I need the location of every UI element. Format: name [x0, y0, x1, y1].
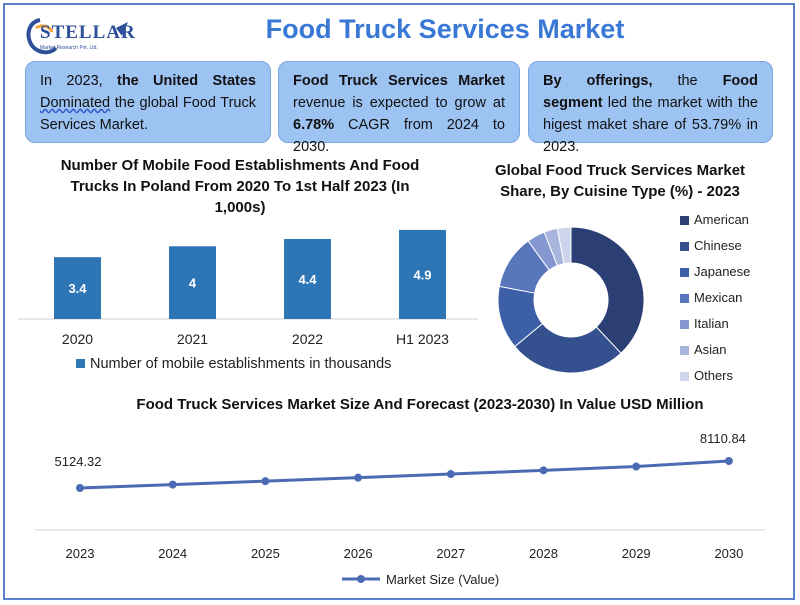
box2-mid: revenue is expected to grow at: [293, 95, 505, 111]
donut-slice: [514, 322, 622, 374]
bar-data-label: 4: [189, 276, 197, 291]
bar-data-label: 3.4: [68, 281, 87, 296]
box2-bold2: 6.78%: [293, 117, 335, 133]
line-chart: 2023 2024 2025 2026 2027 2028 2029 2030 5124.32 8…: [35, 431, 765, 587]
line-x-label: 2026: [344, 546, 373, 561]
info-box-us-dominance: In 2023, the United States Dominated the…: [25, 61, 271, 143]
line-point: [724, 457, 733, 465]
pie-legend-item: Italian: [680, 316, 729, 331]
logo-text: STELLAR: [40, 22, 136, 43]
pie-chart-title: Global Food Truck Services Market Share,…: [494, 162, 746, 200]
info-box-cagr: Food Truck Services Market revenue is ex…: [278, 61, 520, 155]
line-point: [76, 484, 84, 492]
pie-legend-swatch: [680, 216, 689, 226]
bar: [284, 239, 331, 319]
pie-legend-label: Chinese: [694, 238, 742, 253]
infographic-frame: [3, 3, 795, 600]
pie-legend-swatch: [680, 294, 689, 304]
line-x-label: 2029: [622, 546, 651, 561]
pie-legend-label: Others: [694, 368, 734, 383]
line-x-label: 2030: [714, 546, 743, 561]
pie-legend-swatch: [680, 346, 689, 356]
line-x-label: 2028: [529, 546, 558, 561]
pie-legend-label: Italian: [694, 316, 729, 331]
line-data-label-first: 5124.32: [55, 454, 102, 469]
pie-legend-label: American: [694, 212, 749, 227]
logo-mark-icon: [26, 18, 128, 55]
pie-legend-label: Mexican: [694, 290, 743, 305]
bar-chart: 3.4 2020 4 2021 4.4 2022 4.9 H1 2023 Number of m…: [18, 229, 478, 372]
pie-legend-swatch: [680, 242, 689, 252]
box3-bold1: By offerings,: [543, 73, 653, 89]
line-point: [632, 462, 641, 471]
bar-category-label: H1 2023: [396, 331, 449, 347]
line-x-label: 2027: [436, 546, 465, 561]
line-point: [168, 480, 177, 489]
line-point: [446, 470, 455, 479]
box1-wavy: Dominated: [40, 95, 111, 111]
bar-legend-label: Number of mobile establishments in thous…: [90, 356, 391, 372]
bar-category-label: 2020: [62, 331, 93, 347]
box1-bold: the United States: [117, 73, 256, 89]
info-box-offerings: By offerings, the Food segment led the m…: [528, 61, 773, 155]
line-point: [354, 473, 363, 482]
series-line: [79, 459, 729, 490]
box3-post: led the market with the higest maket sha…: [543, 95, 758, 155]
bar-data-label: 4.4: [298, 272, 317, 287]
line-point: [539, 466, 548, 475]
line-x-label: 2024: [158, 546, 187, 561]
bar-data-label: 4.9: [413, 267, 431, 282]
box1-text: In 2023,: [40, 73, 117, 89]
pie-legend-label: Asian: [694, 342, 727, 357]
pie-legend-swatch: [680, 372, 689, 382]
bar: [399, 229, 446, 319]
pie-legend-item: Others: [680, 368, 733, 383]
line-point: [261, 477, 270, 486]
line-x-label: 2023: [66, 546, 95, 561]
box1-post: the global Food Truck Services Market.: [40, 95, 256, 133]
bar-legend-swatch: [76, 359, 85, 368]
donut-slice: [556, 226, 572, 265]
line-legend-marker: [357, 575, 365, 583]
pie-legend-item: Mexican: [680, 290, 742, 305]
pie-legend-swatch: [680, 268, 689, 278]
box2-bold1: Food Truck Services Market: [293, 73, 505, 89]
pie-legend-label: Japanese: [694, 264, 751, 279]
bar-chart-title: Number Of Mobile Food Establishments And…: [60, 157, 420, 216]
pie-legend-item: American: [680, 212, 749, 227]
bar: [169, 246, 216, 319]
logo-subtext: Market Research Pvt. Ltd.: [40, 45, 98, 51]
bar: [54, 257, 101, 319]
line-chart-title: Food Truck Services Market Size And Fore…: [136, 396, 704, 413]
line-legend-label: Market Size (Value): [386, 572, 499, 587]
line-x-label: 2025: [251, 546, 280, 561]
pie-legend-item: Chinese: [680, 238, 742, 253]
donut-slice: [570, 226, 645, 354]
box2-post: CAGR from 2024 to 2030.: [293, 117, 505, 155]
bar-category-label: 2022: [292, 331, 323, 347]
pie-legend-item: Asian: [680, 342, 727, 357]
pie-legend-item: Japanese: [680, 264, 750, 279]
pie-legend-swatch: [680, 320, 689, 330]
box3-bold2: Food segment: [543, 73, 758, 111]
box3-mid: the: [652, 73, 723, 89]
line-data-label-last: 8110.84: [700, 431, 746, 446]
donut-chart: [497, 226, 645, 374]
bar-category-label: 2021: [177, 331, 208, 347]
page-title: Food Truck Services Market: [265, 14, 625, 44]
